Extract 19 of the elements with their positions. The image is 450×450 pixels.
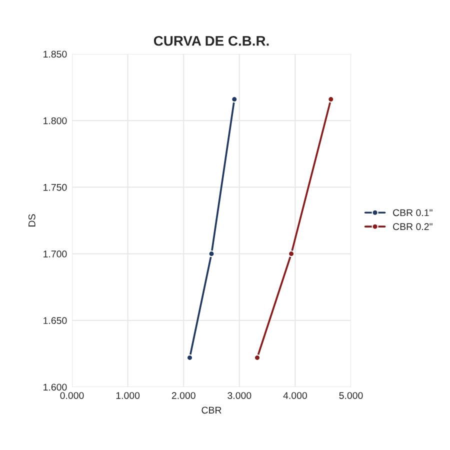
y-tick-label: 1.600 <box>44 384 67 391</box>
point <box>208 250 215 258</box>
y-tick-label: 1.850 <box>44 50 67 58</box>
y-tick-label: 1.700 <box>44 250 67 258</box>
y-tick-label: 1.650 <box>44 317 67 324</box>
x-tick-label: 3.000 <box>228 392 252 399</box>
legend-label: CBR 0.1" <box>393 209 432 216</box>
x-axis-title: CBR <box>202 406 222 414</box>
point <box>288 250 295 258</box>
x-tick-label: 1.000 <box>116 392 140 399</box>
y-tick-label: 1.800 <box>44 117 67 124</box>
x-tick-label: 2.000 <box>172 392 196 399</box>
legend-label: CBR 0.2" <box>393 223 432 230</box>
y-tick-label: 1.750 <box>44 184 67 191</box>
chart-title: CURVA DE C.B.R. <box>154 36 269 46</box>
x-tick-label: 0.000 <box>60 392 84 399</box>
x-tick-label: 4.000 <box>283 392 307 399</box>
x-tick-label: 5.000 <box>339 392 363 399</box>
y-axis-title: DS <box>28 214 36 226</box>
